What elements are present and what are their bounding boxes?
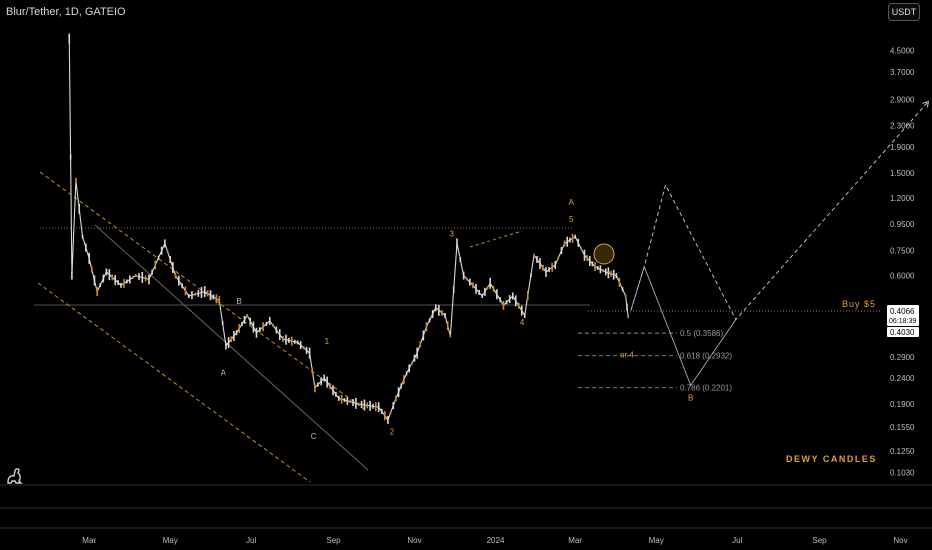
projection-path-a xyxy=(630,101,929,321)
channel-mid-line xyxy=(94,224,369,471)
wave-label: B xyxy=(237,297,242,306)
y-tick-label: 3.7000 xyxy=(890,68,915,77)
currency-button[interactable]: USDT xyxy=(888,3,920,21)
y-tick-label: 0.6000 xyxy=(890,272,915,281)
x-tick-label: Jul xyxy=(732,536,742,545)
x-tick-label: Nov xyxy=(893,536,907,545)
x-tick-label: May xyxy=(163,536,178,545)
wave-label: or 4 xyxy=(620,351,634,360)
price-series-line xyxy=(68,38,629,421)
x-tick-label: Mar xyxy=(82,536,96,545)
symbol-title[interactable]: Blur/Tether, 1D, GATEIO xyxy=(6,6,126,18)
y-tick-label: 2.9000 xyxy=(890,95,915,104)
x-tick-label: Sep xyxy=(812,536,827,545)
y-tick-label: 1.9000 xyxy=(890,143,915,152)
x-tick-label: Mar xyxy=(568,536,582,545)
y-tick-label: 0.1250 xyxy=(890,447,915,456)
target-circle xyxy=(593,243,615,265)
x-tick-label: May xyxy=(649,536,664,545)
last-price-value: 0.4066 xyxy=(890,307,915,316)
y-tick-label: 0.1550 xyxy=(890,423,915,432)
wave-label: A xyxy=(221,369,227,378)
y-tick-label: 1.2000 xyxy=(890,194,915,203)
wave-trend-line xyxy=(469,230,523,248)
x-tick-label: Nov xyxy=(407,536,421,545)
countdown-value: 06:18:39 xyxy=(889,318,916,325)
buy-label: Buy $5 xyxy=(842,299,876,309)
y-tick-label: 0.1030 xyxy=(890,469,915,478)
watermark-text: DEWY CANDLES xyxy=(786,454,877,464)
low-price-badge xyxy=(887,327,919,337)
wave-label: 4 xyxy=(520,318,525,327)
wave-label: C xyxy=(311,432,317,441)
y-tick-label: 0.1900 xyxy=(890,400,915,409)
y-tick-label: 4.5000 xyxy=(890,46,915,55)
fib-level-label: 0.618 (0.2932) xyxy=(680,352,732,361)
wave-label: 5 xyxy=(569,215,574,224)
y-tick-label: 0.7500 xyxy=(890,247,915,256)
channel-lower-line xyxy=(37,282,311,483)
arrow-head-icon xyxy=(922,100,930,108)
last-price-badge xyxy=(887,305,919,326)
x-tick-label: 2024 xyxy=(487,536,505,545)
wave-label: A xyxy=(569,198,575,207)
projection-path-b xyxy=(630,265,737,387)
wave-label: 3 xyxy=(449,230,454,239)
wave-label: 2 xyxy=(390,427,395,436)
fib-level-label: 0.786 (0.2201) xyxy=(680,384,732,393)
y-tick-label: 0.2400 xyxy=(890,374,915,383)
low-price-value: 0.4030 xyxy=(890,328,915,337)
x-tick-label: Jul xyxy=(246,536,256,545)
x-tick-label: Sep xyxy=(326,536,341,545)
y-tick-label: 2.3000 xyxy=(890,121,915,130)
y-tick-label: 0.9500 xyxy=(890,220,915,229)
y-tick-label: 1.5000 xyxy=(890,169,915,178)
y-tick-label: 0.2900 xyxy=(890,353,915,362)
fib-level-label: 0.5 (0.3586) xyxy=(680,329,723,338)
dinosaur-logo-icon[interactable] xyxy=(5,465,25,485)
wave-label: B xyxy=(688,394,693,403)
wave-label: 1 xyxy=(325,337,330,346)
